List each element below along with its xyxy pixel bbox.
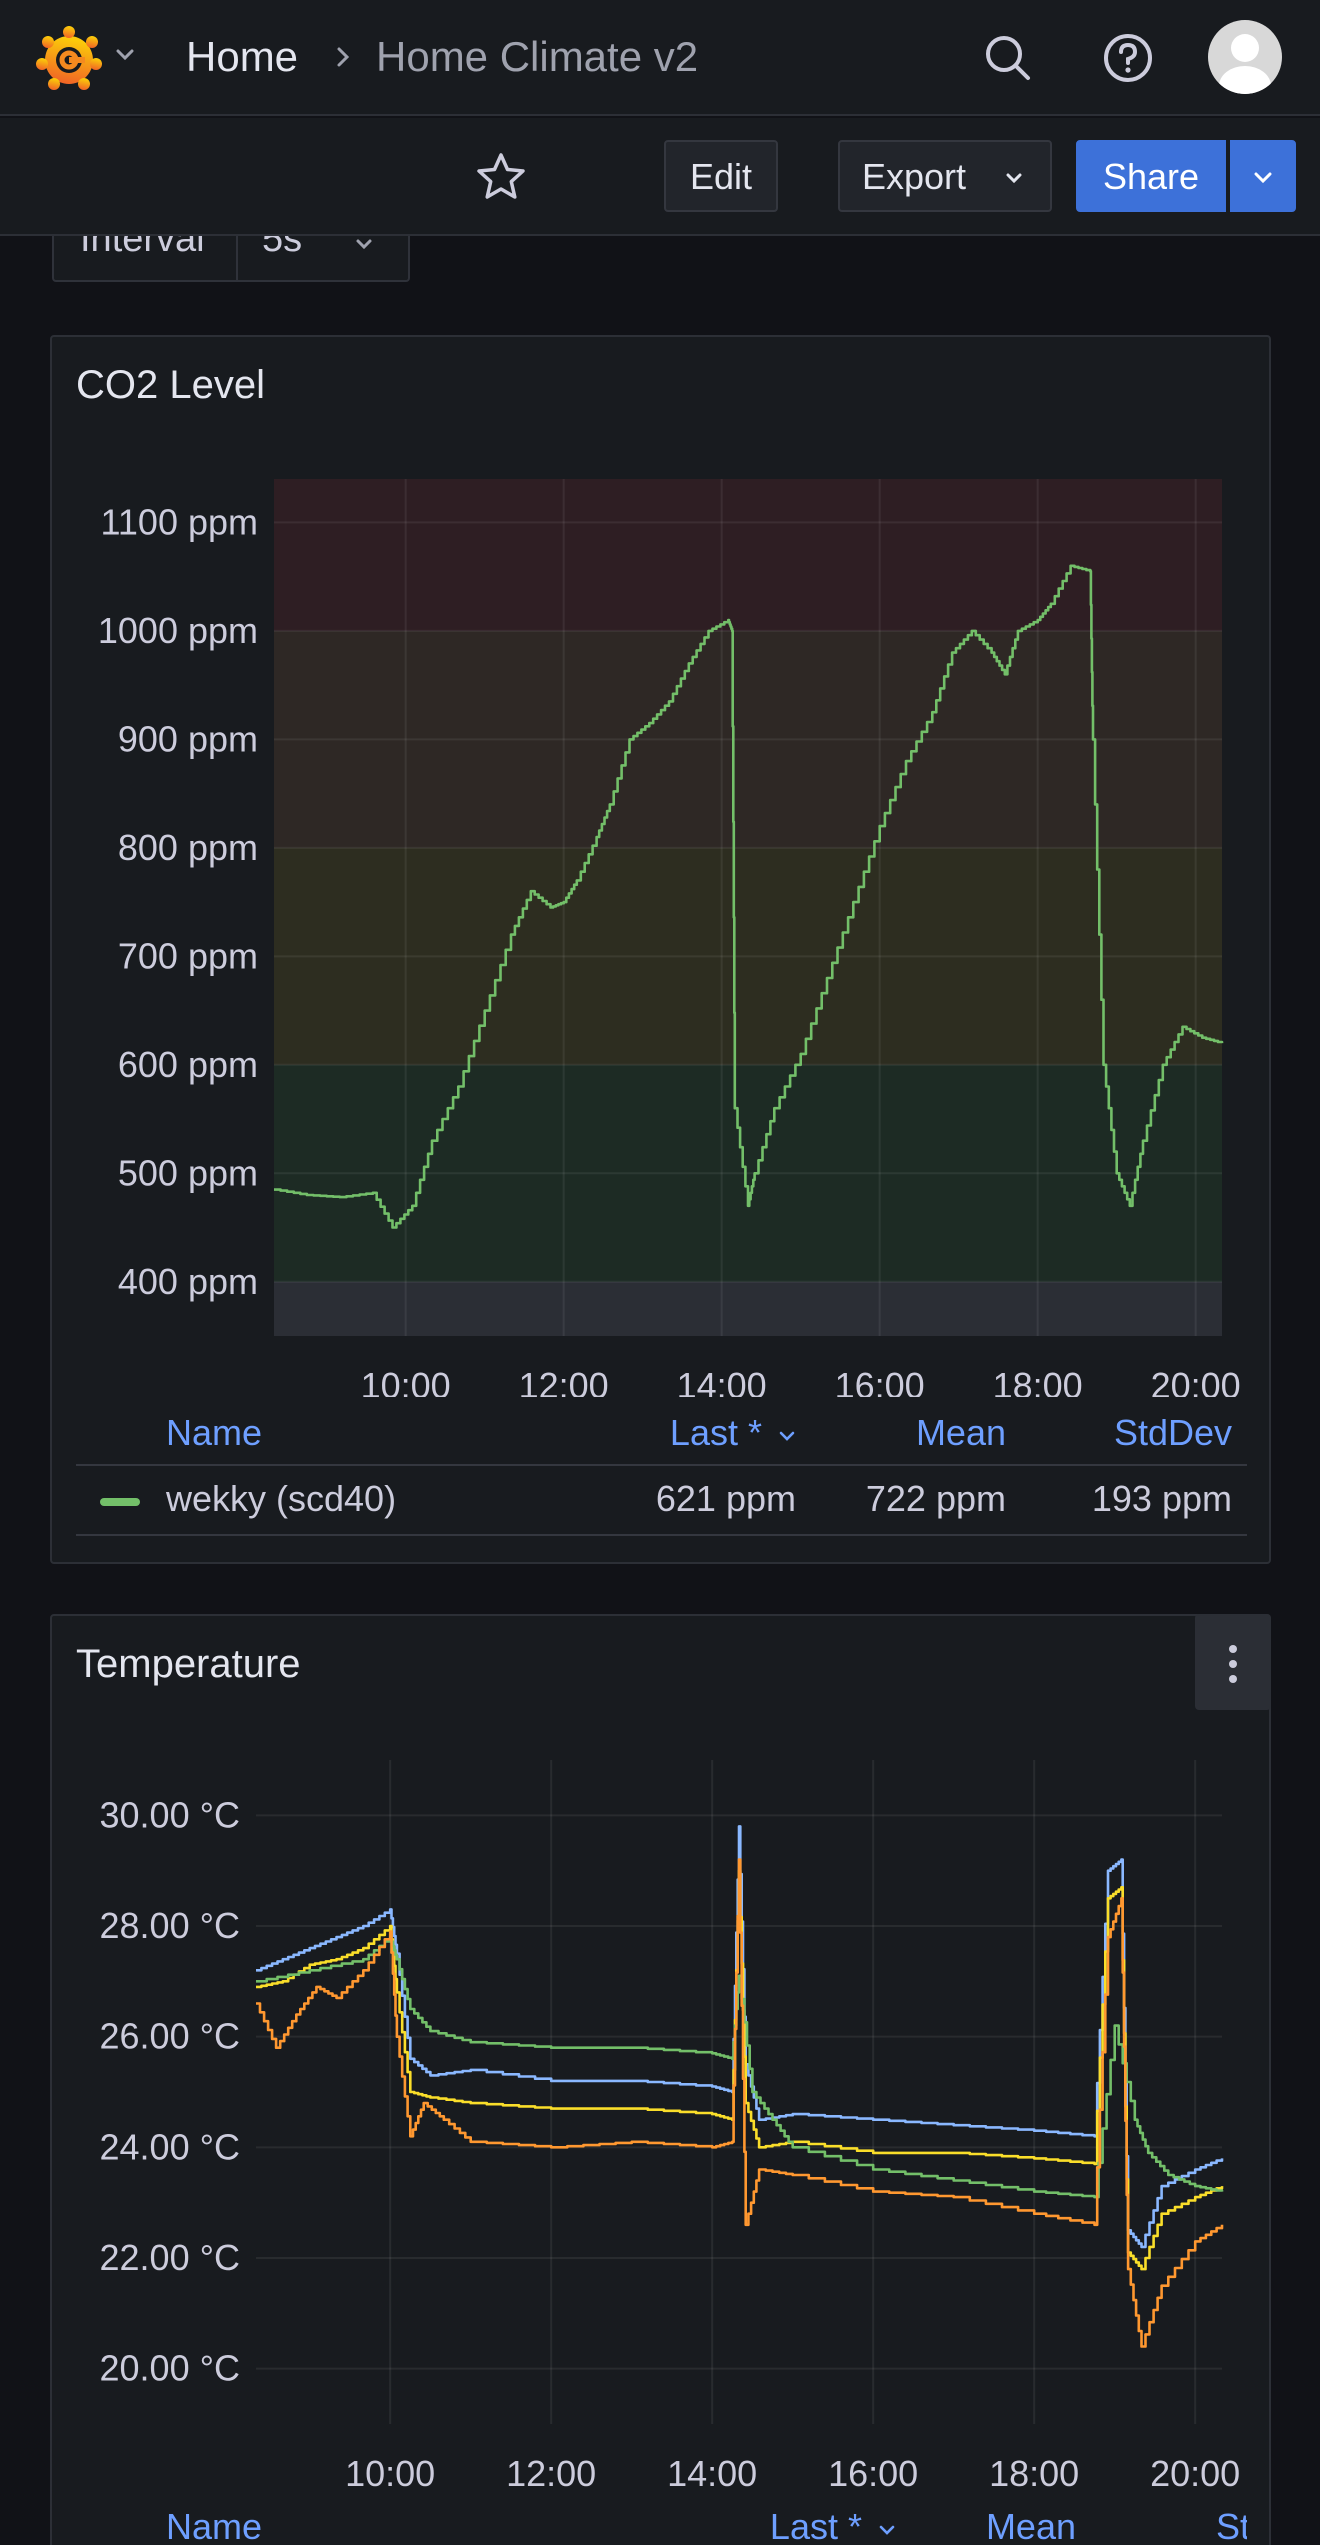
co2-panel: CO2 Level 400 ppm 500 ppm 600 ppm 700 ppm 80… — [50, 335, 1271, 1564]
share-button[interactable]: Share — [1076, 140, 1226, 212]
star-icon[interactable] — [474, 150, 528, 204]
legend-header-last-label: Last * — [769, 2506, 862, 2545]
panel-title[interactable]: CO2 Level — [76, 363, 265, 407]
legend-header-mean[interactable]: Mean — [985, 2506, 1076, 2545]
x-tick-label: 14:00 — [667, 2453, 757, 2494]
x-tick-label: 16:00 — [835, 1365, 925, 1397]
edit-button[interactable]: Edit — [664, 140, 778, 212]
threshold-band — [274, 630, 1222, 848]
y-tick-label: 26.00 °C — [100, 2016, 240, 2057]
export-button[interactable]: Export — [838, 140, 1052, 212]
chevron-right-icon — [337, 47, 350, 67]
x-tick-label: 18:00 — [993, 1365, 1083, 1397]
y-tick-label: 600 ppm — [118, 1044, 258, 1085]
legend-divider — [76, 1534, 1247, 1536]
legend-stddev-value: 193 ppm — [1091, 1478, 1232, 1519]
co2-legend-table: Name Last * Mean StdDev wekky (scd40) 62… — [76, 1412, 1247, 1537]
y-tick-label: 22.00 °C — [100, 2237, 240, 2278]
y-tick-label: 28.00 °C — [100, 1905, 240, 1946]
legend-header-last[interactable]: Last * — [636, 1412, 796, 1454]
threshold-band — [274, 847, 1222, 1065]
user-avatar[interactable] — [1208, 20, 1282, 94]
chevron-down-icon[interactable] — [112, 42, 138, 68]
y-tick-label: 700 ppm — [118, 935, 258, 976]
series-color-swatch — [100, 1498, 140, 1506]
top-nav-bar: Home Home Climate v2 — [0, 0, 1320, 116]
chevron-down-icon — [1006, 173, 1022, 184]
x-tick-label: 14:00 — [677, 1365, 767, 1397]
y-tick-label: 20.00 °C — [100, 2348, 240, 2389]
y-tick-label: 900 ppm — [118, 718, 258, 759]
sort-desc-icon — [779, 1431, 795, 1441]
x-tick-label: 10:00 — [361, 1365, 451, 1397]
x-tick-label: 12:00 — [519, 1365, 609, 1397]
series-line[interactable] — [274, 564, 1224, 1229]
temperature-panel: Temperature 20.00 °C 22.00 °C 24.00 °C 26.0… — [50, 1614, 1271, 2545]
help-icon[interactable] — [1102, 32, 1154, 84]
legend-header-name[interactable]: Name — [166, 1412, 263, 1453]
temperature-chart[interactable]: 20.00 °C 22.00 °C 24.00 °C 26.00 °C 28.00 °C… — [52, 1616, 1273, 2496]
y-tick-label: 500 ppm — [118, 1152, 258, 1193]
y-tick-label: 400 ppm — [118, 1261, 258, 1302]
chevron-down-icon — [1254, 172, 1272, 184]
y-tick-label: 24.00 °C — [100, 2126, 240, 2167]
threshold-band — [274, 1281, 1222, 1336]
threshold-band — [274, 1064, 1222, 1282]
breadcrumb-current: Home Climate v2 — [376, 33, 699, 80]
export-label: Export — [862, 156, 967, 197]
legend-series-name[interactable]: wekky (scd40) — [166, 1478, 397, 1519]
co2-chart[interactable]: 400 ppm 500 ppm 600 ppm 700 ppm 800 ppm 900 p… — [52, 337, 1273, 1397]
y-tick-label: 30.00 °C — [100, 1794, 240, 1835]
legend-header-last-label: Last * — [669, 1412, 762, 1453]
series-line[interactable] — [256, 1858, 1224, 2348]
breadcrumb-home[interactable]: Home — [186, 33, 299, 80]
threshold-band — [274, 479, 1222, 631]
legend-header-name[interactable]: Name — [166, 2506, 263, 2545]
legend-mean-value: 722 ppm — [865, 1478, 1006, 1519]
legend-header-last[interactable]: Last * — [716, 2506, 896, 2545]
chevron-down-icon[interactable] — [354, 234, 374, 254]
series-line[interactable] — [256, 1935, 1224, 2199]
x-tick-label: 20:00 — [1150, 2453, 1240, 2494]
legend-header-stddev[interactable]: Std — [1216, 2506, 1247, 2545]
legend-header-stddev[interactable]: StdDev — [1113, 1412, 1232, 1453]
x-tick-label: 12:00 — [506, 2453, 596, 2494]
legend-row[interactable]: wekky (scd40) 621 ppm 722 ppm 193 ppm — [76, 1468, 1247, 1534]
legend-last-value: 621 ppm — [655, 1478, 796, 1519]
x-tick-label: 20:00 — [1151, 1365, 1241, 1397]
x-tick-label: 10:00 — [345, 2453, 435, 2494]
grafana-logo-icon[interactable] — [34, 22, 104, 92]
temperature-legend-table: Name Last * Mean Std — [76, 2496, 1247, 2545]
dashboard-toolbar: Edit Export Share — [0, 118, 1320, 236]
y-tick-label: 800 ppm — [118, 827, 258, 868]
panel-menu-button[interactable] — [1195, 1614, 1271, 1710]
x-tick-label: 18:00 — [989, 2453, 1079, 2494]
panel-title[interactable]: Temperature — [76, 1642, 301, 1686]
share-dropdown-button[interactable] — [1230, 140, 1296, 212]
y-tick-label: 1000 ppm — [98, 610, 258, 651]
y-tick-label: 1100 ppm — [101, 501, 258, 542]
sort-desc-icon — [879, 2525, 895, 2535]
search-icon[interactable] — [980, 30, 1036, 86]
legend-header-mean[interactable]: Mean — [915, 1412, 1006, 1453]
legend-divider — [76, 1464, 1247, 1466]
x-tick-label: 16:00 — [828, 2453, 918, 2494]
more-vertical-icon — [1229, 1645, 1237, 1683]
user-icon — [1219, 34, 1271, 94]
